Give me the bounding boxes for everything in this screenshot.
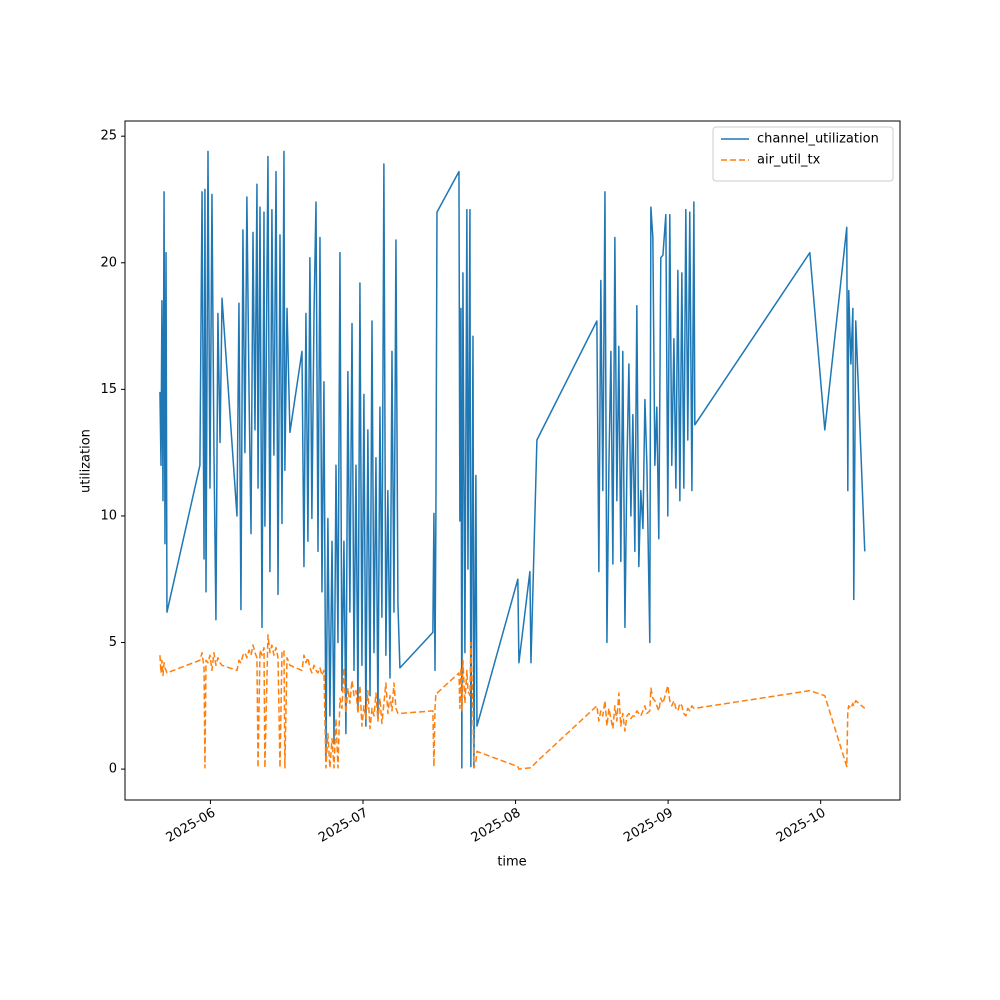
x-tick-label: 2025-09 <box>621 806 676 846</box>
y-tick-label: 10 <box>100 508 117 523</box>
legend-box <box>712 126 894 182</box>
x-tick-label: 2025-06 <box>164 806 219 846</box>
y-tick-label: 0 <box>109 762 117 777</box>
series-line <box>159 634 866 770</box>
y-tick-label: 25 <box>100 129 117 144</box>
x-tick-label: 2025-10 <box>774 806 829 846</box>
y-tick-label: 15 <box>100 382 117 397</box>
legend-label: air_util_tx <box>757 153 821 168</box>
y-axis-label: utilization <box>79 429 94 493</box>
plot-frame <box>124 120 901 801</box>
series-line <box>159 150 866 769</box>
x-tick-label: 2025-07 <box>316 806 371 846</box>
legend: channel_utilization air_util_tx <box>712 126 894 182</box>
legend-label: channel_utilization <box>757 132 879 147</box>
y-tick-label: 20 <box>100 255 117 270</box>
x-tick-label: 2025-08 <box>469 806 524 846</box>
y-tick-label: 5 <box>109 635 117 650</box>
x-axis-label: time <box>497 855 526 870</box>
